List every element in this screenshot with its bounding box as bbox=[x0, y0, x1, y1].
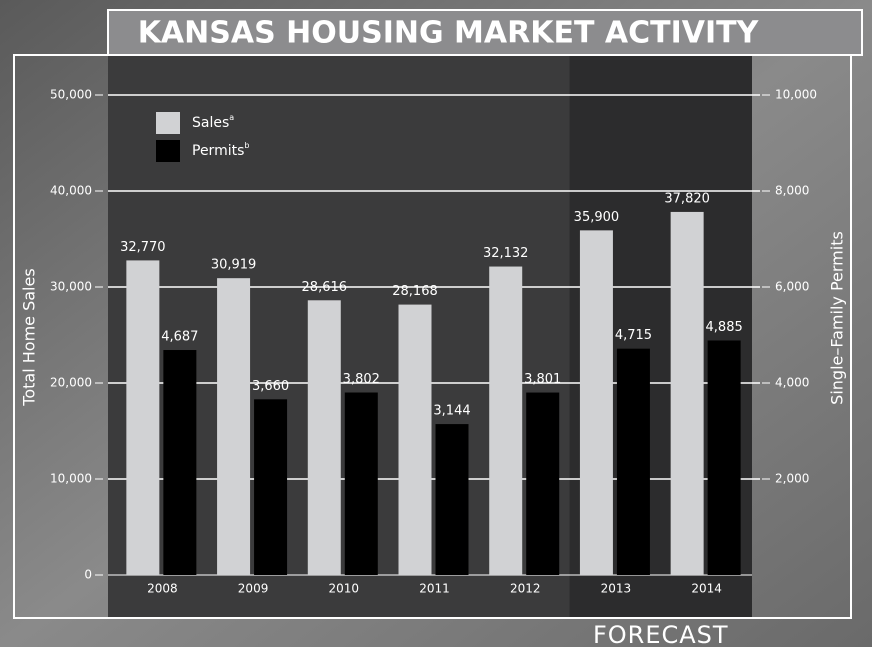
bar bbox=[435, 424, 469, 575]
y-tick-label: 40,000 bbox=[50, 184, 92, 198]
x-tick-label: 2011 bbox=[419, 582, 450, 596]
bar bbox=[126, 260, 160, 575]
y2-tick-label: 10,000 bbox=[775, 88, 817, 102]
y2-tick-label: 6,000 bbox=[775, 280, 809, 294]
chart-title: KANSAS HOUSING MARKET ACTIVITY bbox=[138, 16, 760, 51]
legend-label: Permitsb bbox=[192, 141, 249, 160]
data-label: 32,770 bbox=[120, 240, 166, 255]
bar bbox=[489, 266, 523, 575]
data-label: 4,885 bbox=[706, 320, 743, 335]
x-tick-label: 2014 bbox=[691, 582, 722, 596]
data-label: 4,687 bbox=[161, 330, 198, 345]
x-tick-label: 2009 bbox=[238, 582, 269, 596]
y2-tick-label: 2,000 bbox=[775, 472, 809, 486]
data-label: 28,616 bbox=[302, 280, 348, 295]
data-label: 35,900 bbox=[574, 210, 620, 225]
bar bbox=[217, 278, 251, 575]
data-label: 30,919 bbox=[211, 258, 257, 273]
x-tick-label: 2010 bbox=[329, 582, 360, 596]
data-label: 37,820 bbox=[664, 191, 710, 206]
x-tick-label: 2008 bbox=[147, 582, 178, 596]
bar bbox=[670, 211, 704, 576]
y2-axis-label: Single–Family Permits bbox=[828, 231, 847, 405]
bar bbox=[526, 392, 560, 575]
y2-tick-label: 8,000 bbox=[775, 184, 809, 198]
y-axis-label: Total Home Sales bbox=[20, 268, 39, 406]
data-label: 3,144 bbox=[433, 404, 470, 419]
legend-note: a bbox=[229, 113, 234, 122]
legend-swatch bbox=[156, 112, 180, 134]
bar bbox=[707, 340, 741, 575]
data-label: 28,168 bbox=[392, 284, 438, 299]
legend-name: Permits bbox=[192, 143, 244, 159]
marks bbox=[108, 55, 760, 618]
x-tick-label: 2012 bbox=[510, 582, 541, 596]
legend-name: Sales bbox=[192, 115, 229, 131]
x-tick-label: 2013 bbox=[601, 582, 632, 596]
y-tick-label: 10,000 bbox=[50, 472, 92, 486]
data-label: 3,802 bbox=[343, 372, 380, 387]
bar bbox=[579, 230, 613, 576]
y-tick-label: 0 bbox=[84, 568, 92, 582]
data-label: 4,715 bbox=[615, 328, 652, 343]
y-tick-label: 20,000 bbox=[50, 376, 92, 390]
title-box bbox=[107, 9, 863, 56]
bar bbox=[398, 304, 432, 575]
bar bbox=[616, 348, 650, 575]
legend-swatch bbox=[156, 140, 180, 162]
data-label: 3,660 bbox=[252, 379, 289, 394]
bar bbox=[307, 300, 341, 575]
y2-tick-label: 4,000 bbox=[775, 376, 809, 390]
legend-note: b bbox=[244, 141, 249, 150]
y-tick-label: 50,000 bbox=[50, 88, 92, 102]
bar bbox=[254, 399, 288, 575]
data-label: 3,801 bbox=[524, 372, 561, 387]
y-tick-label: 30,000 bbox=[50, 280, 92, 294]
data-label: 32,132 bbox=[483, 246, 529, 261]
legend-label: Salesa bbox=[192, 113, 234, 132]
bar bbox=[344, 392, 378, 575]
bar bbox=[163, 350, 197, 575]
forecast-label: FORECAST bbox=[593, 621, 729, 647]
